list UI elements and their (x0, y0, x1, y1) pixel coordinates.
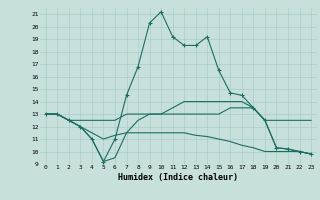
X-axis label: Humidex (Indice chaleur): Humidex (Indice chaleur) (118, 173, 238, 182)
